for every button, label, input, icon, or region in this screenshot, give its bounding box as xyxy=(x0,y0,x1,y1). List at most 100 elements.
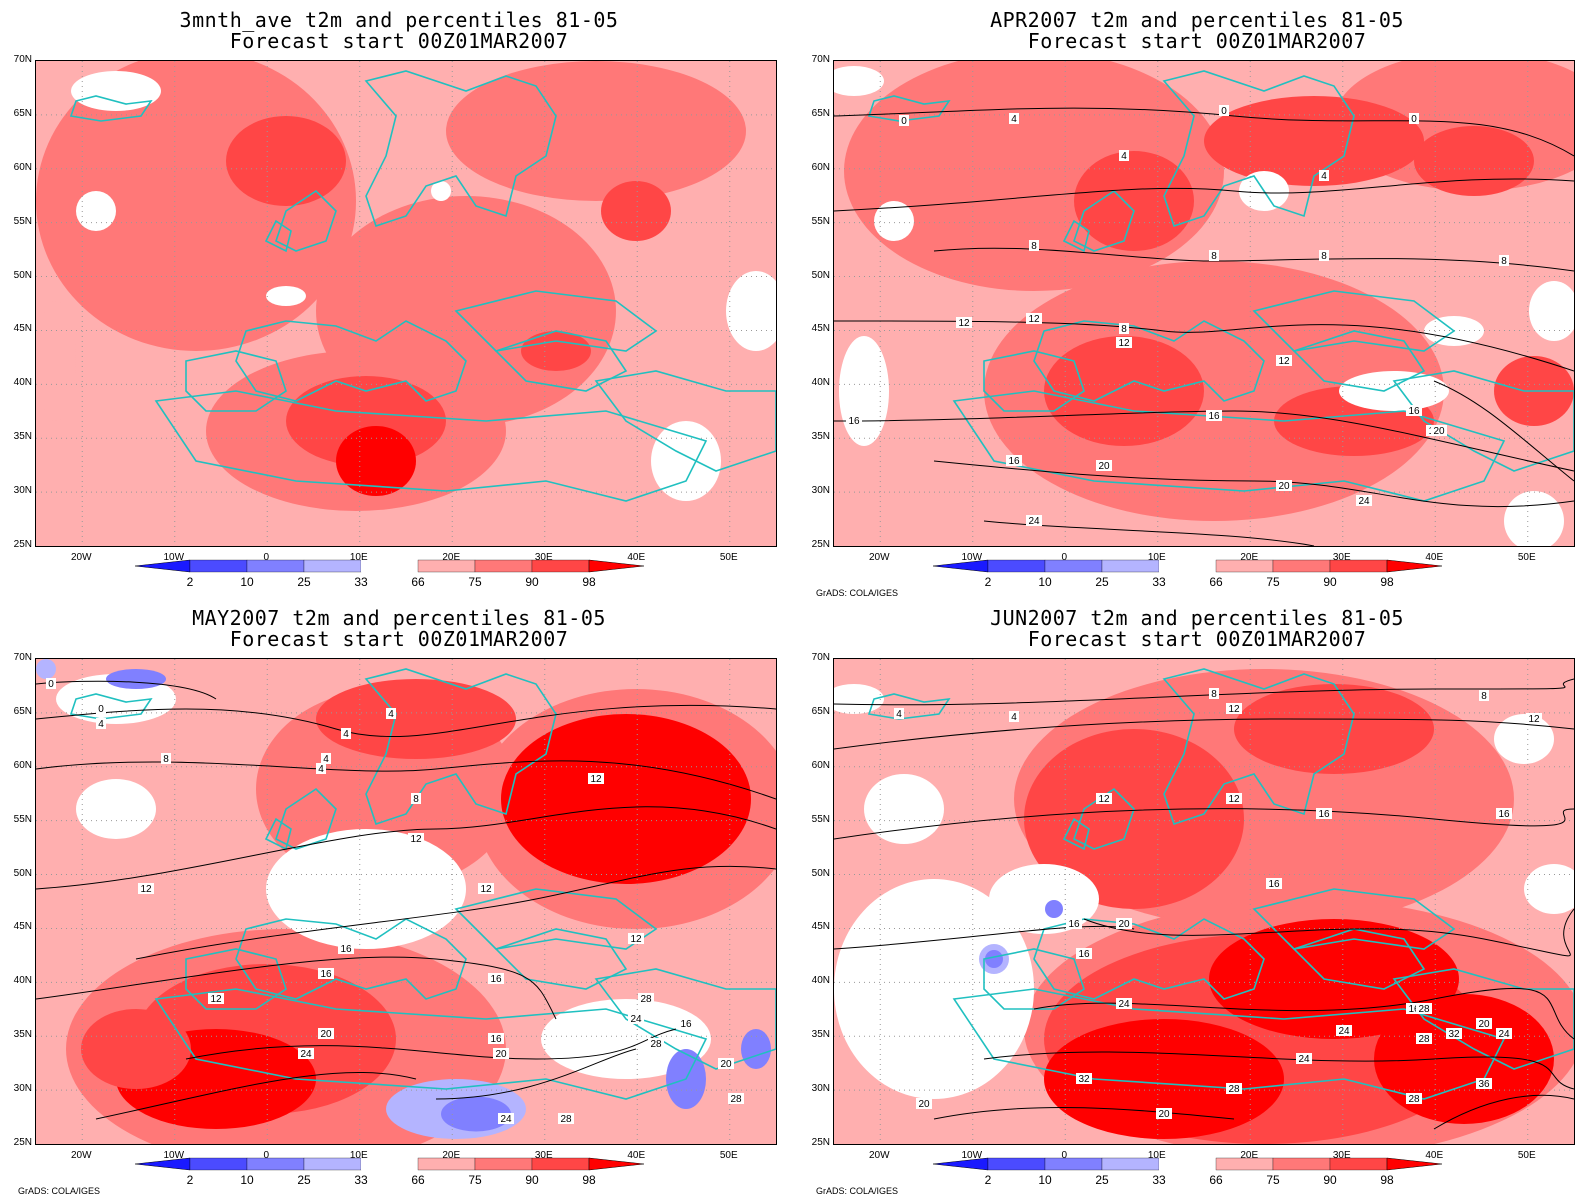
coastline xyxy=(235,320,467,402)
isotherm-label-bg xyxy=(899,115,909,126)
coastline xyxy=(1062,817,1090,851)
lon-tick-label: 0 xyxy=(1061,552,1068,563)
isotherm-label-bg xyxy=(1029,240,1039,251)
percentile-region xyxy=(76,191,116,231)
isotherm-label: 36 xyxy=(1478,1079,1490,1090)
isotherm-label: 28 xyxy=(640,994,652,1005)
panel-title: MAY2007 t2m and percentiles 81-05 xyxy=(192,606,606,630)
legend-arrow-high xyxy=(1386,1157,1443,1171)
coastline xyxy=(983,350,1085,412)
percentile-region xyxy=(1204,96,1424,186)
lon-tick-label: 50E xyxy=(719,1150,738,1161)
isotherm-line xyxy=(135,865,776,960)
legend-swatch xyxy=(531,1157,590,1171)
lat-tick-label: 40N xyxy=(811,377,830,389)
legend-swatch xyxy=(1272,559,1331,573)
isotherm-label-bg xyxy=(1296,1053,1312,1064)
legend-tick-label: 10 xyxy=(1038,575,1052,589)
isotherm-label: 20 xyxy=(320,1029,332,1040)
isotherm-label-bg xyxy=(1266,878,1282,889)
isotherm-label: 12 xyxy=(1528,714,1540,725)
isotherm-label: 4 xyxy=(1011,712,1017,723)
isotherm-label-bg xyxy=(916,1098,932,1109)
isotherm-label: 20 xyxy=(1158,1109,1170,1120)
isotherm-label-bg xyxy=(1066,918,1082,929)
isotherm-label: 4 xyxy=(1121,151,1127,162)
isotherm-label: 8 xyxy=(1481,691,1487,702)
isotherm-label-bg xyxy=(498,1113,514,1124)
lat-tick-label: 60N xyxy=(811,161,830,173)
isotherm-label-bg xyxy=(1009,711,1019,722)
isotherm-label: 24 xyxy=(630,1014,642,1025)
isotherm-label: 20 xyxy=(1433,426,1445,437)
isotherm-line xyxy=(834,678,1574,706)
lon-tick-label: 10E xyxy=(1147,552,1166,563)
isotherm-label-bg xyxy=(846,415,862,426)
lon-tick-label: 0 xyxy=(263,552,270,563)
isotherm-label: 24 xyxy=(500,1114,512,1125)
coastline xyxy=(264,219,292,253)
isotherm-label-bg xyxy=(1006,455,1022,466)
isotherm-label-bg xyxy=(718,1058,734,1069)
isotherm-line xyxy=(834,808,1574,840)
percentile-region xyxy=(71,71,161,111)
percentile-region xyxy=(521,331,591,371)
lat-tick-label: 65N xyxy=(13,705,32,717)
lat-tick-label: 30N xyxy=(811,1083,830,1095)
isotherm-label: 12 xyxy=(1228,704,1240,715)
lon-tick-label: 40E xyxy=(627,552,646,563)
isotherm-label-bg xyxy=(1209,688,1219,699)
lat-tick-label: 40N xyxy=(13,377,32,389)
isotherm-label: 4 xyxy=(343,729,349,740)
coastline xyxy=(1062,219,1090,253)
legend-swatch xyxy=(246,559,305,573)
isotherm-label-bg xyxy=(411,793,421,804)
isotherm-label: 12 xyxy=(1228,794,1240,805)
isotherm-label-bg xyxy=(1119,323,1129,334)
isotherm-label-bg xyxy=(894,708,904,719)
lon-tick-label: 40E xyxy=(1425,1150,1444,1161)
legend-swatch xyxy=(417,559,476,573)
lon-tick-label: 10W xyxy=(961,552,983,563)
lon-tick-label: 20W xyxy=(70,552,92,563)
isotherm-label: 28 xyxy=(1408,1094,1420,1105)
percentile-region xyxy=(446,61,746,201)
isotherm-label: 12 xyxy=(410,834,422,845)
coastline xyxy=(154,988,708,1100)
isotherm-label: 32 xyxy=(1078,1074,1090,1085)
isotherm-label: 12 xyxy=(958,318,970,329)
isotherm-label: 8 xyxy=(1211,689,1217,700)
isotherm-label: 20 xyxy=(1278,481,1290,492)
isotherm-label-bg xyxy=(488,1033,504,1044)
map-panel-3mnth-ave: 3mnth_ave t2m and percentiles 81-05 Fore… xyxy=(0,0,798,598)
legend-swatch xyxy=(474,559,533,573)
legend-arrow-high xyxy=(588,559,645,573)
isotherm-label: 4 xyxy=(1321,171,1327,182)
isotherm-label: 16 xyxy=(490,974,502,985)
isotherm-label-bg xyxy=(1276,355,1292,366)
isotherm-label: 24 xyxy=(1358,496,1370,507)
legend-tick-label: 98 xyxy=(1380,575,1394,589)
percentile-region xyxy=(1234,684,1434,774)
legend-arrow-low xyxy=(134,1157,191,1171)
isotherm-label-bg xyxy=(1219,105,1229,116)
isotherm-line xyxy=(36,806,776,890)
map-panel-may2007: MAY2007 t2m and percentiles 81-05 Foreca… xyxy=(0,598,798,1196)
lon-tick-label: 10E xyxy=(349,1150,368,1161)
isotherm-label: 12 xyxy=(590,774,602,785)
isotherm-label-bg xyxy=(1476,1078,1492,1089)
lat-tick-label: 25N xyxy=(811,539,830,550)
lat-tick-label: 30N xyxy=(811,485,830,497)
coastline xyxy=(1252,290,1456,352)
isotherm-label-bg xyxy=(1026,313,1042,324)
isotherm-label-bg xyxy=(408,833,424,844)
isotherm-line xyxy=(1433,1094,1574,1130)
legend-tick-label: 66 xyxy=(1209,1173,1223,1187)
lat-tick-label: 70N xyxy=(811,652,830,663)
map-area: 4 4 8 8 12 12 12 12 16 16 16 20 16 16 16 20 24 24 24 28 32 28… xyxy=(833,658,1575,1145)
isotherm-label-bg xyxy=(96,703,106,714)
legend-tick-label: 25 xyxy=(297,575,311,589)
legend-swatch xyxy=(189,1157,248,1171)
isotherm-label: 20 xyxy=(1118,919,1130,930)
legend-tick-label: 98 xyxy=(582,575,596,589)
